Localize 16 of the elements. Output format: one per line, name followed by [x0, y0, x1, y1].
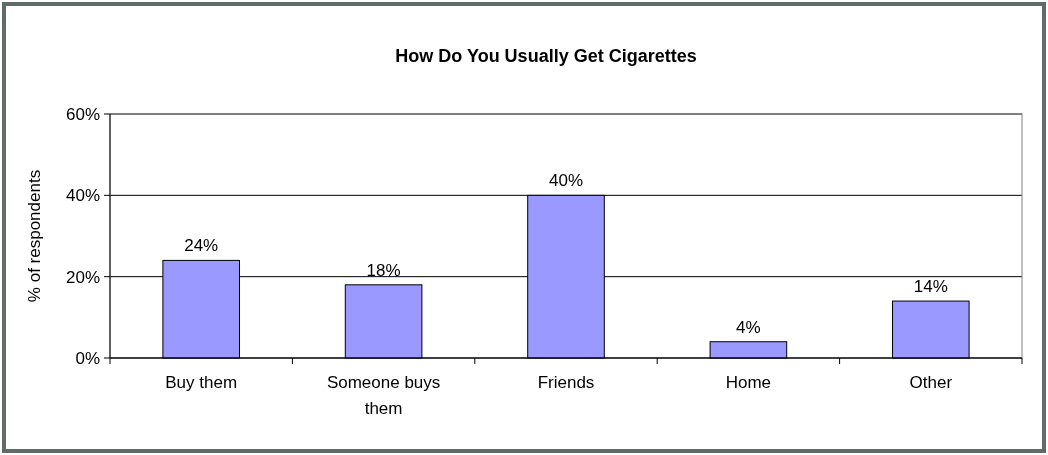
data-label: 4%	[736, 317, 761, 337]
y-tick-label: 60%	[65, 104, 100, 124]
y-tick-label: 40%	[65, 186, 100, 206]
data-label: 14%	[913, 277, 948, 297]
x-tick-label: Someone buys them	[326, 373, 441, 418]
x-tick-label: Home	[725, 373, 772, 392]
y-tick-label: 20%	[65, 267, 100, 287]
data-label: 24%	[184, 236, 219, 256]
data-label: 18%	[366, 260, 401, 280]
chart-title: How Do You Usually Get Cigarettes	[395, 46, 697, 66]
data-label: 40%	[548, 171, 584, 191]
x-tick-label: Friends	[537, 373, 595, 392]
x-tick-label: Buy them	[165, 373, 238, 392]
x-tick-label: Other	[909, 373, 953, 392]
y-axis-title: % of respondents	[25, 169, 44, 303]
y-tick-label: 0%	[75, 348, 100, 368]
